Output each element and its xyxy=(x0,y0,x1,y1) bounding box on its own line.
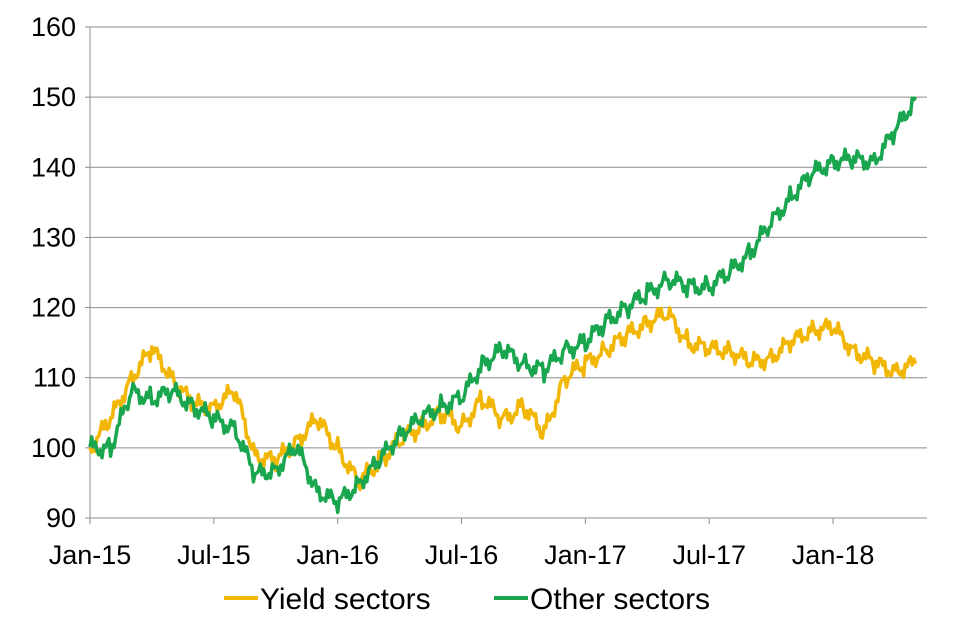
y-tick-label: 110 xyxy=(33,363,76,393)
legend-label: Yield sectors xyxy=(260,583,431,616)
x-tick-label: Jul-15 xyxy=(177,540,251,570)
series-line xyxy=(88,96,918,515)
y-tick-label: 90 xyxy=(46,503,76,533)
gridlines xyxy=(90,26,927,449)
x-tick-label: Jan-18 xyxy=(792,540,875,570)
x-tick-label: Jan-17 xyxy=(544,540,627,570)
axes xyxy=(89,27,927,519)
series-line xyxy=(88,306,918,492)
y-tick-label: 140 xyxy=(31,152,76,182)
y-tick-label: 150 xyxy=(31,82,76,112)
y-tick-label: 120 xyxy=(31,293,76,323)
y-tick-label: 130 xyxy=(31,222,76,252)
x-tick-label: Jul-17 xyxy=(672,540,746,570)
x-tick-label: Jan-15 xyxy=(49,540,132,570)
x-tick-label: Jan-16 xyxy=(296,540,379,570)
y-tick-label: 100 xyxy=(31,433,76,463)
legend: Yield sectors Other sectors xyxy=(224,583,710,616)
x-axis-ticks: Jan-15 Jul-15 Jan-16 Jul-16 Jan-17 Jul-17 Jan-… xyxy=(49,518,875,570)
series-lines xyxy=(88,96,918,515)
x-tick-label: Jul-16 xyxy=(425,540,499,570)
y-axis-ticks: 90 100 110 120 130 140 150 160 xyxy=(31,12,90,533)
y-tick-label: 160 xyxy=(31,12,76,42)
legend-label: Other sectors xyxy=(530,583,710,616)
